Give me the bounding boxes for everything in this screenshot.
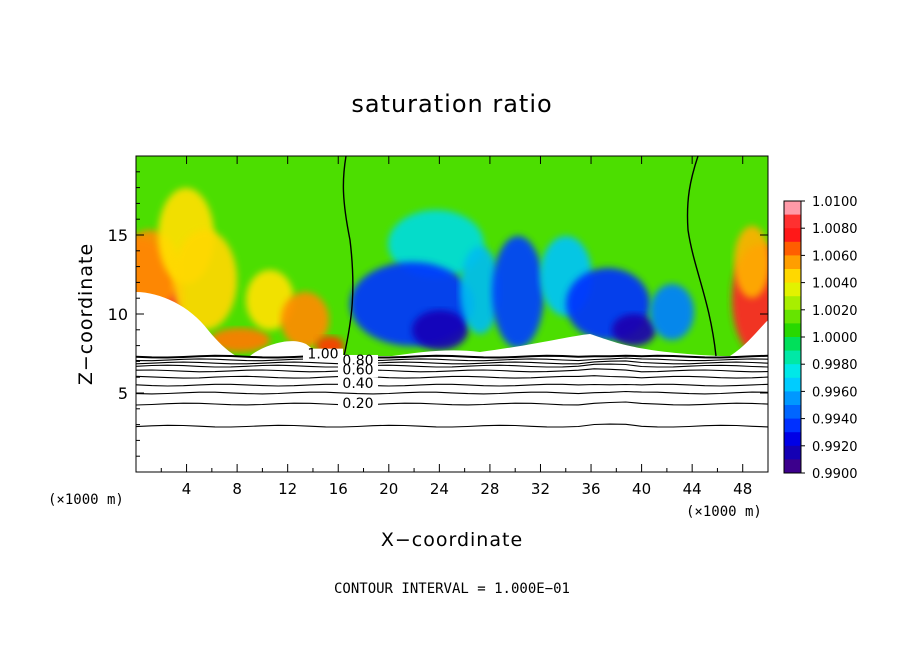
field-blob-4: [210, 328, 270, 352]
x-tick-label-36: 36: [581, 480, 600, 498]
contour-line-0.5: [136, 375, 768, 379]
x-tick-label-8: 8: [232, 480, 242, 498]
x-tick-label-16: 16: [329, 480, 348, 498]
field-blob-3: [173, 230, 237, 330]
colorbar-band-19: [784, 459, 801, 474]
colorbar-label-0.9940: 0.9940: [812, 413, 858, 428]
contour-labels: 1.00 0.800.600.400.20: [303, 347, 378, 412]
colorbar-band-11: [784, 350, 801, 365]
x-unit-right: (×1000 m): [686, 504, 762, 520]
colorbar-band-17: [784, 432, 801, 447]
colorbar-label-1.0100: 1.0100: [812, 195, 858, 210]
lower-background: [136, 356, 768, 472]
colorbar-band-15: [784, 405, 801, 419]
colorbar-band-1: [784, 214, 801, 229]
colorbar-band-10: [784, 337, 801, 351]
chart-title: saturation ratio: [351, 90, 552, 118]
x-tick-label-28: 28: [480, 480, 499, 498]
y-axis-label: Z−coordinate: [75, 243, 97, 385]
colorbar-band-4: [784, 255, 801, 270]
cloud-free-regions: [136, 156, 768, 472]
colorbar-band-3: [784, 241, 801, 256]
x-axis-label: X−coordinate: [381, 529, 523, 551]
colorbar-label-0.9920: 0.9920: [812, 440, 858, 455]
colorbar-label-1.0020: 1.0020: [812, 304, 858, 319]
y-tick-label-5: 5: [118, 384, 128, 403]
contour-label-1.00: 1.00: [307, 347, 338, 363]
x-tick-label-4: 4: [182, 480, 192, 498]
field-blob-11: [460, 246, 500, 334]
colorbar-label-1.0060: 1.0060: [812, 249, 858, 264]
contour-line-0.6: [136, 368, 768, 373]
colorbar-band-2: [784, 228, 801, 243]
field-blob-12: [492, 236, 544, 348]
contour-line-0.9: [136, 357, 768, 362]
field-blob-10: [412, 310, 468, 350]
x-tick-label-32: 32: [531, 480, 550, 498]
contour-label-0.20: 0.20: [342, 396, 373, 412]
field-blob-18: [734, 226, 768, 298]
colorbar-label-1.0000: 1.0000: [812, 331, 858, 346]
contour-label-bg-4: [338, 398, 378, 412]
y-tick-label-10: 10: [108, 305, 128, 324]
colorbar-label-1.0080: 1.0080: [812, 222, 858, 237]
colorbar-band-0: [784, 201, 801, 215]
clear-region-east: [730, 320, 768, 356]
contour-label-bg-3: [338, 378, 378, 392]
x-tick-label-40: 40: [632, 480, 651, 498]
colorbar-band-13: [784, 377, 801, 392]
field-blob-8: [388, 210, 484, 278]
x-axis-ticks: 4 8 12 16 20 24 28 32 36 40 44 48: [160, 156, 752, 498]
contour-line-0.7: [136, 363, 768, 368]
x-tick-label-24: 24: [430, 480, 449, 498]
clear-region-west: [136, 292, 236, 356]
contour-interval-note: CONTOUR INTERVAL = 1.000E−01: [334, 581, 570, 597]
plot-area: [136, 156, 768, 472]
contour-lines: [136, 354, 768, 428]
contour-line-1: [136, 354, 768, 359]
x-tick-label-12: 12: [278, 480, 297, 498]
colorbar-band-8: [784, 309, 801, 324]
colorbar-label-0.9960: 0.9960: [812, 385, 858, 400]
y-axis-ticks: 5 10 15: [108, 171, 768, 457]
contour-line-boundary-west: [342, 156, 354, 357]
colorbar-band-7: [784, 296, 801, 311]
field-blob-6: [281, 292, 329, 348]
colorbar-band-6: [784, 282, 801, 297]
contour-label-0.40: 0.40: [342, 376, 373, 392]
contour-line-0.4: [136, 383, 768, 387]
colorbar-label-0.9980: 0.9980: [812, 358, 858, 373]
colorbar-band-16: [784, 418, 801, 433]
colorbar-label-0.9900: 0.9900: [812, 467, 858, 482]
colorbar-band-5: [784, 269, 801, 283]
colorbar: 1.0100 1.0080 1.0060 1.0040 1.0020 1.0000 0.99…: [783, 195, 858, 482]
colorbar-band-9: [784, 323, 801, 338]
contour-line-0.3: [136, 390, 768, 395]
contour-line-0.1: [136, 423, 768, 428]
x-tick-label-44: 44: [683, 480, 702, 498]
contour-label-bg-0: [303, 348, 343, 362]
contour-line-boundary-east: [686, 156, 717, 357]
x-tick-label-48: 48: [733, 480, 752, 498]
field-blob-15: [612, 314, 656, 346]
clear-region-hump: [250, 341, 320, 356]
colorbar-band-18: [784, 445, 801, 460]
clear-region-base: [392, 334, 720, 356]
x-unit-left: (×1000 m): [48, 492, 124, 508]
x-tick-label-20: 20: [379, 480, 398, 498]
field-blob-16: [650, 284, 694, 340]
contour-label-0.60: 0.60: [342, 362, 373, 378]
colorbar-band-12: [784, 364, 801, 379]
contour-line-0.2: [136, 401, 768, 406]
contour-line-0.8: [136, 360, 768, 365]
colorbar-label-1.0040: 1.0040: [812, 277, 858, 292]
colorbar-band-14: [784, 391, 801, 406]
y-tick-label-15: 15: [108, 226, 128, 245]
saturation-field: [136, 156, 768, 362]
contour-label-bg-2: [338, 364, 378, 378]
